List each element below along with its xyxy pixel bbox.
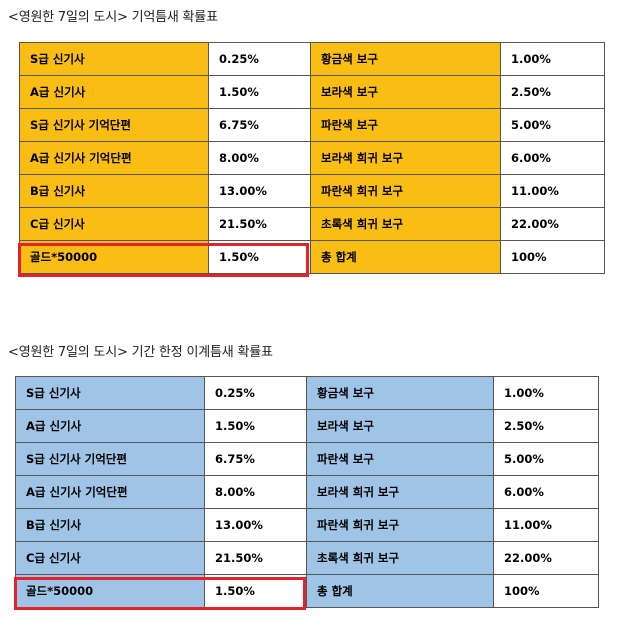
item-name-cell: 초록색 희귀 보구 — [306, 541, 494, 575]
rate-table-row: S급 신기사 0.25% 황금색 보구 1.00% — [19, 42, 605, 76]
item-name-cell: A급 신기사 기억단편 — [19, 141, 209, 175]
item-name-cell: 황금색 보구 — [306, 376, 494, 410]
item-name-cell: 파란색 보구 — [310, 108, 501, 142]
item-name-cell: 황금색 보구 — [310, 42, 501, 76]
item-name-cell: 총 합계 — [306, 574, 494, 608]
item-name-cell: 보라색 보구 — [310, 75, 501, 109]
probability-cell: 6.00% — [500, 141, 605, 175]
item-name-cell: 보라색 보구 — [306, 409, 494, 443]
item-name-cell: 보라색 희귀 보구 — [306, 475, 494, 509]
limited-otherworld-rift-rate-table: S급 신기사 0.25% 황금색 보구 1.00% A급 신기사 1.50% 보라색 보구 2… — [15, 376, 599, 608]
rate-table-row: 골드*50000 1.50% 총 합계 100% — [19, 240, 605, 274]
probability-cell: 11.00% — [493, 508, 599, 542]
probability-cell: 21.50% — [204, 541, 307, 575]
rate-table-row: A급 신기사 1.50% 보라색 보구 2.50% — [15, 409, 599, 443]
probability-cell: 6.75% — [208, 108, 311, 142]
memory-rift-title: <영원한 7일의 도시> 기억틈새 확률표 — [8, 10, 218, 25]
probability-cell: 1.00% — [500, 42, 605, 76]
item-name-cell: S급 신기사 기억단편 — [19, 108, 209, 142]
probability-cell: 0.25% — [208, 42, 311, 76]
rate-table-row: S급 신기사 기억단편 6.75% 파란색 보구 5.00% — [15, 442, 599, 476]
probability-cell: 5.00% — [493, 442, 599, 476]
item-name-cell: 보라색 희귀 보구 — [310, 141, 501, 175]
probability-cell: 1.50% — [208, 75, 311, 109]
probability-cell: 1.00% — [493, 376, 599, 410]
probability-cell: 2.50% — [493, 409, 599, 443]
item-name-cell: A급 신기사 기억단편 — [15, 475, 205, 509]
item-name-cell: 골드*50000 — [19, 240, 209, 274]
item-name-cell: 초록색 희귀 보구 — [310, 207, 501, 241]
memory-rift-rate-table: S급 신기사 0.25% 황금색 보구 1.00% A급 신기사 1.50% 보라색 보구 2… — [19, 42, 605, 274]
rate-table-row: A급 신기사 기억단편 8.00% 보라색 희귀 보구 6.00% — [15, 475, 599, 509]
probability-cell: 13.00% — [208, 174, 311, 208]
item-name-cell: B급 신기사 — [19, 174, 209, 208]
item-name-cell: A급 신기사 — [15, 409, 205, 443]
item-name-cell: 골드*50000 — [15, 574, 205, 608]
probability-cell: 1.50% — [204, 574, 307, 608]
item-name-cell: 총 합계 — [310, 240, 501, 274]
probability-cell: 6.00% — [493, 475, 599, 509]
item-name-cell: S급 신기사 기억단편 — [15, 442, 205, 476]
probability-cell: 0.25% — [204, 376, 307, 410]
probability-cell: 1.50% — [208, 240, 311, 274]
probability-cell: 2.50% — [500, 75, 605, 109]
probability-cell: 21.50% — [208, 207, 311, 241]
probability-cell: 5.00% — [500, 108, 605, 142]
rate-table-row: B급 신기사 13.00% 파란색 희귀 보구 11.00% — [15, 508, 599, 542]
item-name-cell: B급 신기사 — [15, 508, 205, 542]
probability-cell: 6.75% — [204, 442, 307, 476]
rate-table-row: C급 신기사 21.50% 초록색 희귀 보구 22.00% — [15, 541, 599, 575]
rate-table-row: C급 신기사 21.50% 초록색 희귀 보구 22.00% — [19, 207, 605, 241]
probability-cell: 100% — [500, 240, 605, 274]
probability-cell: 8.00% — [204, 475, 307, 509]
item-name-cell: S급 신기사 — [19, 42, 209, 76]
item-name-cell: A급 신기사 — [19, 75, 209, 109]
limited-otherworld-rift-rate-rows: S급 신기사 0.25% 황금색 보구 1.00% A급 신기사 1.50% 보라색 보구 2… — [15, 376, 599, 608]
probability-cell: 100% — [493, 574, 599, 608]
probability-cell: 8.00% — [208, 141, 311, 175]
item-name-cell: S급 신기사 — [15, 376, 205, 410]
rate-table-row: S급 신기사 0.25% 황금색 보구 1.00% — [15, 376, 599, 410]
memory-rift-rate-rows: S급 신기사 0.25% 황금색 보구 1.00% A급 신기사 1.50% 보라색 보구 2… — [19, 42, 605, 274]
probability-cell: 13.00% — [204, 508, 307, 542]
rate-table-row: B급 신기사 13.00% 파란색 희귀 보구 11.00% — [19, 174, 605, 208]
probability-cell: 22.00% — [500, 207, 605, 241]
item-name-cell: 파란색 보구 — [306, 442, 494, 476]
rate-table-row: 골드*50000 1.50% 총 합계 100% — [15, 574, 599, 608]
probability-cell: 1.50% — [204, 409, 307, 443]
item-name-cell: C급 신기사 — [19, 207, 209, 241]
item-name-cell: 파란색 희귀 보구 — [306, 508, 494, 542]
rate-table-row: A급 신기사 기억단편 8.00% 보라색 희귀 보구 6.00% — [19, 141, 605, 175]
limited-otherworld-rift-title: <영원한 7일의 도시> 기간 한정 이계틈새 확률표 — [8, 345, 273, 360]
probability-cell: 11.00% — [500, 174, 605, 208]
item-name-cell: C급 신기사 — [15, 541, 205, 575]
rate-table-row: A급 신기사 1.50% 보라색 보구 2.50% — [19, 75, 605, 109]
item-name-cell: 파란색 희귀 보구 — [310, 174, 501, 208]
probability-cell: 22.00% — [493, 541, 599, 575]
rate-table-row: S급 신기사 기억단편 6.75% 파란색 보구 5.00% — [19, 108, 605, 142]
